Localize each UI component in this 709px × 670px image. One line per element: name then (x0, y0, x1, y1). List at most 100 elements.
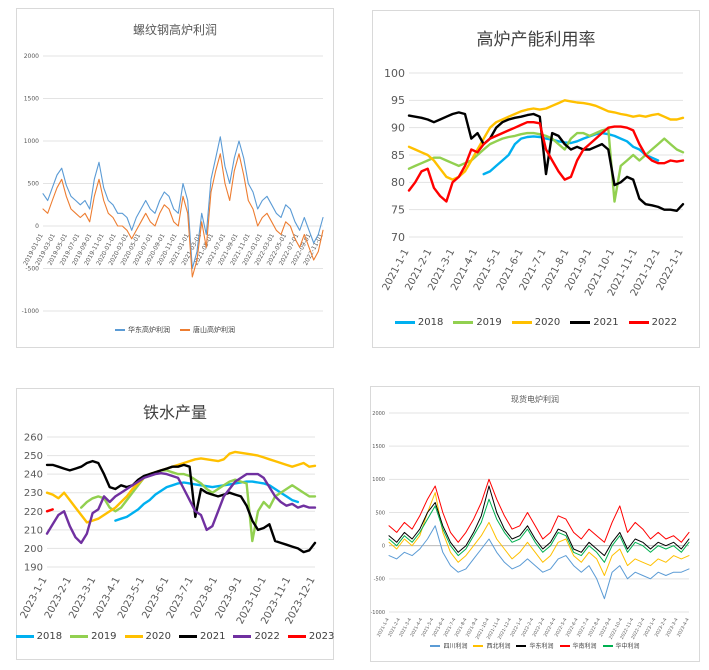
legend-label: 2021 (200, 631, 226, 642)
chart-plot: 2000150010005000-500-10002021-1-42021-2-… (371, 411, 691, 641)
series-line-0 (482, 131, 660, 176)
series-line-4 (45, 472, 317, 545)
legend-item: 2019 (70, 631, 117, 642)
legend-label: 2019 (91, 631, 117, 642)
y-tick-label: 500 (375, 510, 385, 516)
series-line-1 (407, 127, 685, 203)
legend-item: 2022 (233, 631, 280, 642)
legend-swatch (179, 635, 197, 638)
legend-label: 2019 (476, 317, 502, 328)
legend-item: 华中利润 (602, 641, 640, 650)
series-line-3 (388, 478, 690, 543)
y-tick-label: 210 (24, 525, 43, 536)
legend-item: 2021 (570, 317, 619, 328)
legend-item: 唐山高炉利润 (180, 325, 235, 335)
series-line-5 (45, 508, 54, 513)
y-tick-label: 230 (24, 488, 43, 499)
y-tick-label: -1000 (22, 308, 40, 315)
y-tick-label: 70 (391, 231, 405, 244)
series-line-3 (45, 459, 317, 554)
y-tick-label: 75 (391, 204, 405, 217)
legend-swatch (115, 329, 125, 331)
series-line-2 (407, 99, 685, 181)
chart-legend: 四川利润 西北利润 华东利润 华南利润 华中利润 (371, 641, 699, 650)
legend-label: 2020 (145, 631, 171, 642)
legend-item: 华东高炉利润 (115, 325, 170, 335)
y-tick-label: 250 (24, 451, 43, 462)
legend-label: 2023 (308, 631, 335, 642)
y-tick-label: -1000 (371, 610, 385, 616)
legend-label: 2021 (593, 317, 619, 328)
legend-item: 2019 (453, 317, 502, 328)
legend-label: 2020 (534, 317, 561, 328)
chart-plot: 1009590858075702021-1-12021-2-12021-3-12… (381, 67, 686, 298)
series-line-0 (42, 136, 324, 270)
y-tick-label: -500 (25, 266, 39, 273)
y-tick-label: 200 (24, 544, 43, 555)
legend-swatch (628, 321, 649, 324)
legend-label: 2022 (651, 317, 678, 328)
y-tick-label: 95 (391, 94, 405, 107)
legend-swatch (559, 644, 570, 647)
series-line-1 (388, 492, 690, 576)
legend-label: 华东高炉利润 (128, 326, 170, 334)
y-tick-label: 1000 (372, 477, 385, 483)
legend-label: 2022 (254, 631, 280, 642)
legend-item: 2020 (124, 631, 171, 642)
y-tick-label: 2000 (24, 53, 39, 60)
series-line-2 (388, 485, 690, 557)
legend-label: 四川利润 (443, 643, 468, 650)
y-tick-label: 90 (391, 122, 405, 135)
legend-swatch (124, 635, 143, 638)
legend-swatch (70, 635, 89, 638)
y-tick-label: 1500 (24, 96, 39, 103)
legend-swatch (15, 635, 34, 638)
legend-item: 西北利润 (473, 641, 510, 650)
legend-item: 2021 (179, 631, 225, 642)
legend-swatch (180, 329, 190, 331)
chart-blast-furnace-utilization: 高炉产能利用率 100 95 90 85 80 75 70 2021-1-1 2021-2-1 2… (372, 10, 700, 348)
legend-item: 华南利润 (559, 641, 597, 650)
y-tick-label: 1000 (24, 138, 39, 145)
y-tick-label: -500 (374, 577, 385, 583)
chart-plot: 2000150010005000-500-10002019-01-012019-… (22, 53, 325, 315)
legend-item: 四川利润 (430, 641, 467, 650)
legend-label: 唐山高炉利润 (193, 326, 235, 334)
legend-item: 华东利润 (516, 641, 554, 650)
chart-title: 高炉产能利用率 (476, 30, 596, 50)
legend-label: 西北利润 (486, 643, 511, 650)
y-tick-label: 100 (384, 67, 405, 80)
y-tick-label: 0 (382, 543, 385, 549)
chart-title: 现货电炉利润 (511, 395, 559, 404)
legend-label: 华东利润 (529, 643, 554, 650)
legend-label: 华南利润 (572, 643, 597, 650)
legend-swatch (602, 644, 613, 647)
chart-title: 螺纹钢高炉利润 (132, 23, 217, 37)
chart-plot: 2602502402302202102001902023-1-12023-2-1… (19, 433, 318, 627)
legend-item: 2018 (15, 631, 63, 642)
legend-swatch (511, 321, 532, 324)
y-tick-label: 220 (24, 507, 43, 518)
y-tick-label: 80 (391, 176, 405, 189)
y-tick-label: 190 (24, 563, 43, 574)
series-line-4 (388, 498, 690, 563)
series-line-1 (42, 153, 324, 278)
legend-swatch (516, 644, 527, 647)
series-line-4 (407, 121, 685, 203)
series-line-3 (407, 111, 685, 212)
y-tick-label: 500 (28, 181, 40, 188)
legend-item: 2023 (287, 631, 335, 642)
y-tick-label: 1500 (372, 444, 385, 450)
legend-swatch (394, 321, 415, 324)
legend-item: 2022 (628, 317, 678, 328)
y-tick-label: 2000 (372, 411, 385, 417)
legend-swatch (453, 321, 474, 324)
legend-label: 2018 (36, 631, 63, 642)
y-tick-label: 0 (35, 223, 39, 230)
chart-legend: 2018 2019 2020 2021 2022 2023 (15, 631, 335, 642)
chart-legend: 2018 2019 2020 2021 2022 (373, 317, 699, 328)
legend-swatch (473, 644, 484, 647)
legend-label: 华中利润 (615, 643, 640, 650)
y-tick-label: 85 (391, 149, 405, 162)
chart-title: 铁水产量 (142, 403, 207, 422)
